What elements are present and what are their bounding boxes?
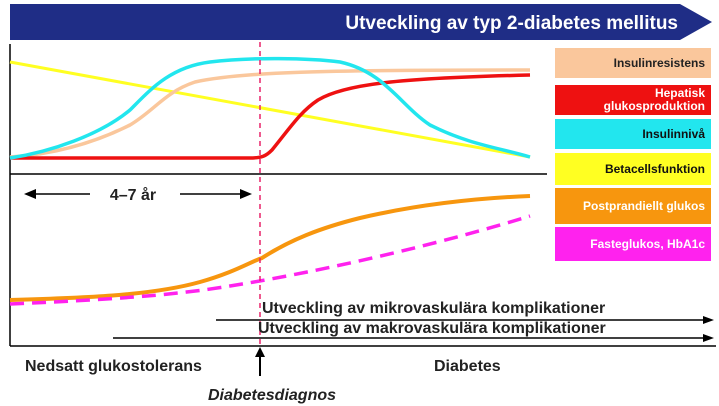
curve-insulinniva: [9, 56, 531, 160]
macro-arrowhead: [703, 334, 714, 342]
legend-label: Insulinresistens: [613, 55, 705, 70]
micro-label: Utveckling av mikrovaskulära komplikatio…: [262, 300, 605, 317]
macro-label: Utveckling av makrovaskulära komplikatio…: [258, 320, 606, 337]
micro-arrowhead: [703, 316, 714, 324]
legend-label: Postprandiellt glukos: [582, 198, 705, 213]
diagnosis-label: Diabetesdiagnos: [208, 387, 336, 404]
legend-label: Insulinnivå: [642, 126, 705, 141]
curve-insulinresistens: [9, 68, 531, 159]
legend-fasteglukos-hba1c: Fasteglukos, HbA1c: [555, 227, 711, 261]
stage-diabetes: Diabetes: [434, 358, 501, 375]
duration-label: 4–7 år: [110, 186, 156, 204]
legend-postprandiellt-glukos: Postprandiellt glukos: [555, 188, 711, 224]
legend-label: Hepatisk glukosproduktion: [603, 86, 705, 113]
curve-fasteglukos-hba1c: [9, 214, 531, 306]
curve-postprandiellt-glukos: [9, 194, 531, 302]
progression-arrow: [10, 4, 712, 40]
diagnosis-arrowhead: [255, 347, 265, 357]
legend-label: Betacellsfunktion: [604, 161, 705, 176]
curve-betacellsfunktion: [9, 60, 531, 159]
legend-hepatisk-glukosproduktion: Hepatisk glukosproduktion: [555, 85, 711, 115]
legend-betacellsfunktion: Betacellsfunktion: [555, 153, 711, 185]
duration-arrowhead-left: [24, 189, 36, 199]
banner-title: Utveckling av typ 2-diabetes mellitus: [345, 13, 678, 34]
legend-insulinresistens: Insulinresistens: [555, 48, 711, 78]
curve-hepatisk-glukosproduktion: [10, 73, 531, 160]
legend-insulinniva: Insulinnivå: [555, 119, 711, 149]
legend-label: Fasteglukos, HbA1c: [590, 236, 705, 251]
duration-arrowhead-right: [240, 189, 252, 199]
stage-impaired: Nedsatt glukostolerans: [25, 358, 202, 375]
